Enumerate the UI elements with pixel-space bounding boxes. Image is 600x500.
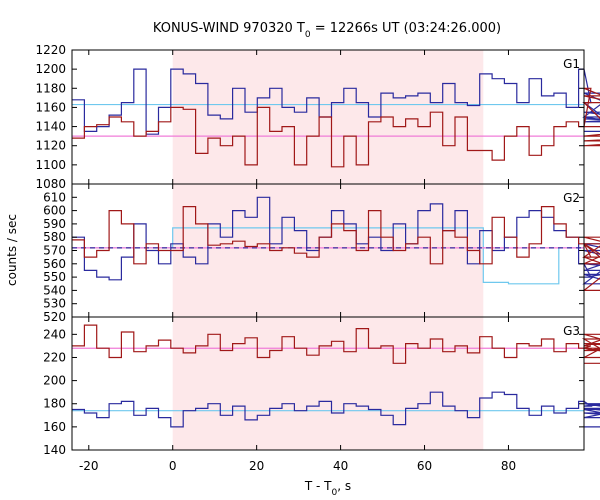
y-tick-label: 610 (43, 190, 66, 204)
y-tick-label: 1160 (35, 100, 66, 114)
y-tick-label: 1100 (35, 158, 66, 172)
highlight-interval-g2 (172, 184, 484, 317)
panel-label-g3: G3 (563, 324, 580, 338)
y-tick-label: 1220 (35, 43, 66, 57)
x-axis-label: T - T0, s (304, 479, 351, 498)
y-tick-label: 240 (43, 327, 66, 341)
y-tick-label: 570 (43, 244, 66, 258)
panel-frame-g3 (71, 316, 585, 451)
x-tick-label: 80 (501, 459, 516, 473)
x-tick-label: -20 (79, 459, 99, 473)
y-tick-label: 550 (43, 270, 66, 284)
y-tick-label: 1200 (35, 62, 66, 76)
y-tick-label: 200 (43, 374, 66, 388)
x-tick-label: 40 (333, 459, 348, 473)
y-tick-label: 1140 (35, 120, 66, 134)
chart-title: KONUS-WIND 970320 T0 = 12266s UT (03:24:… (153, 21, 501, 40)
y-tick-label: 600 (43, 204, 66, 218)
y-tick-label: 540 (43, 283, 66, 297)
frame-layer: 1080 1100 1120 1140 1160 1180 1200 1220 G1 520530… (35, 43, 585, 473)
y-tick-label: 530 (43, 297, 66, 311)
highlight-interval-g3 (172, 317, 484, 450)
y-tick-label: 180 (43, 397, 66, 411)
y-tick-label: 560 (43, 257, 66, 271)
panel-label-g1: G1 (563, 57, 580, 71)
x-tick-label: 0 (169, 459, 177, 473)
y-tick-label: 140 (43, 443, 66, 457)
x-tick-label: 60 (417, 459, 432, 473)
y-axis-label: counts / sec (5, 214, 19, 286)
y-tick-label: 220 (43, 350, 66, 364)
y-tick-label: 520 (43, 310, 66, 324)
background-fit-g2-0 (72, 227, 584, 285)
highlight-layer (172, 50, 484, 450)
y-tick-label: 580 (43, 230, 66, 244)
y-tick-label: 1120 (35, 139, 66, 153)
series-g3-0 (72, 324, 600, 364)
x-tick-label: 20 (249, 459, 264, 473)
panel-label-g2: G2 (563, 191, 580, 205)
series-g2-1 (72, 206, 600, 291)
y-tick-label: 590 (43, 217, 66, 231)
series-g3-1 (72, 391, 600, 428)
y-tick-label: 1080 (35, 177, 66, 191)
y-tick-label: 160 (43, 420, 66, 434)
y-tick-label: 1180 (35, 81, 66, 95)
